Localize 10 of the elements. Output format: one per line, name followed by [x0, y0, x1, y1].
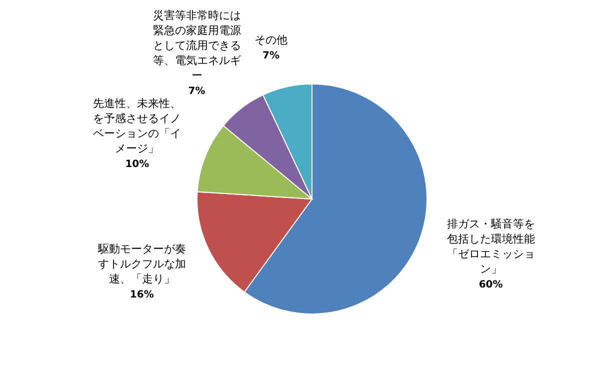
data-label: 60%: [478, 279, 503, 290]
slice-label: 先進性、未来性、を予感させるイノベーションの「イメージ」: [93, 97, 182, 156]
slice-label: 排ガス・騒音等を包括した環境性能「ゼロエミッション」: [446, 217, 535, 276]
slice-label: その他: [254, 34, 288, 47]
data-label: 10%: [125, 159, 150, 170]
data-label: 16%: [130, 289, 154, 300]
data-label: 7%: [262, 50, 280, 62]
slice-label: 災害等非常時には緊急の家庭用電源として流用できる等、電気エネルギー: [152, 8, 241, 82]
slice-label: 駆動モーターが奏すトルクフルな加速、「走り」: [96, 242, 186, 286]
data-label: 7%: [188, 86, 206, 97]
